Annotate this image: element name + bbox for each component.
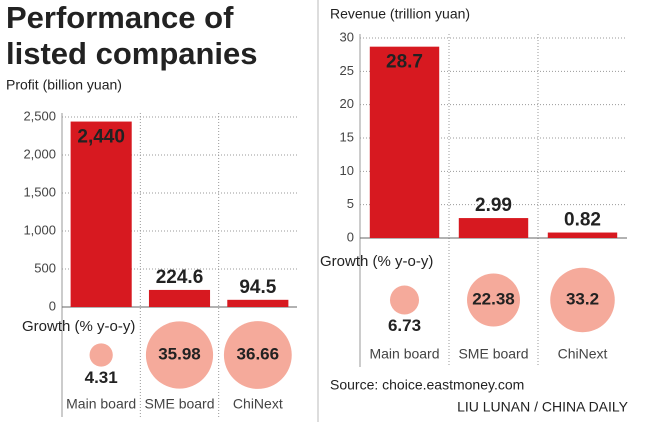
credit: LIU LUNAN / CHINA DAILY	[457, 399, 629, 415]
y-tick-label: 5	[347, 196, 354, 211]
x-tick-label: ChiNext	[233, 396, 283, 412]
growth-bubble	[467, 273, 520, 327]
growth-value-label: 33.2	[566, 289, 599, 308]
y-tick-label: 0	[347, 229, 354, 244]
y-tick-label: 1,500	[23, 184, 56, 199]
growth-bubble	[389, 285, 420, 315]
y-tick-label: 25	[340, 63, 354, 78]
bar	[547, 232, 618, 238]
growth-value-label: 35.98	[158, 344, 201, 363]
title-line: listed companies	[6, 36, 258, 71]
x-tick-label: Main board	[66, 396, 136, 412]
y-tick-label: 10	[340, 163, 354, 178]
y-tick-label: 500	[34, 260, 56, 275]
y-axis-title: Revenue (trillion yuan)	[330, 6, 470, 22]
bar	[369, 46, 440, 238]
growth-value-label: 22.38	[472, 289, 515, 308]
growth-value-label: 4.31	[85, 368, 118, 387]
y-tick-label: 0	[49, 298, 56, 313]
y-tick-label: 2,500	[23, 108, 56, 123]
growth-value-label: 36.66	[237, 344, 280, 363]
growth-bubble	[223, 321, 292, 389]
bar	[458, 218, 529, 238]
bar	[227, 299, 289, 307]
growth-label: Growth (% y-o-y)	[320, 253, 433, 270]
y-tick-label: 1,000	[23, 222, 56, 237]
x-tick-label: SME board	[144, 396, 214, 412]
growth-bubble	[89, 343, 113, 367]
growth-bubble	[145, 321, 214, 389]
x-tick-label: Main board	[369, 346, 439, 362]
bar-value-label: 94.5	[239, 277, 276, 298]
growth-bubble	[550, 267, 615, 333]
title-line: Performance of	[6, 0, 234, 35]
x-tick-label: SME board	[458, 346, 528, 362]
growth-label: Growth (% y-o-y)	[22, 318, 135, 335]
x-tick-label: ChiNext	[558, 346, 608, 362]
growth-value-label: 6.73	[388, 316, 421, 335]
y-tick-label: 15	[340, 129, 354, 144]
bar-value-label: 28.7	[386, 52, 423, 73]
bar	[148, 289, 211, 307]
y-tick-label: 20	[340, 96, 354, 111]
bar-value-label: 2.99	[475, 195, 512, 216]
y-tick-label: 2,000	[23, 146, 56, 161]
source: Source: choice.eastmoney.com	[330, 377, 524, 393]
y-axis-title: Profit (billion yuan)	[6, 77, 122, 93]
bar-value-label: 224.6	[156, 267, 204, 288]
y-tick-label: 30	[340, 29, 354, 44]
bar-value-label: 2,440	[77, 127, 125, 148]
bar-value-label: 0.82	[564, 210, 601, 231]
bar	[70, 121, 132, 307]
